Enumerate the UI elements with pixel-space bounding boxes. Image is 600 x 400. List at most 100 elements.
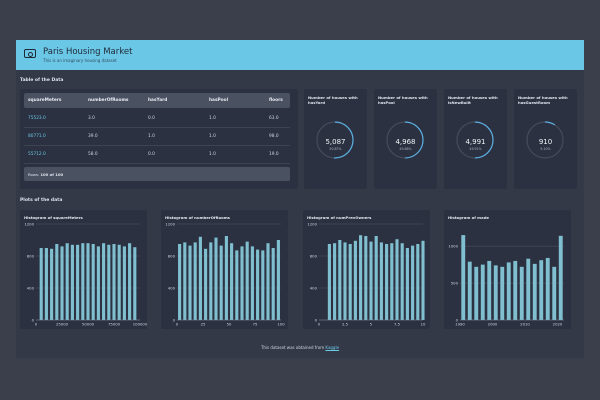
histogram-bar[interactable]: [552, 266, 557, 320]
histogram-bar[interactable]: [276, 240, 280, 320]
histogram-bar[interactable]: [96, 246, 100, 320]
x-tick-label: 75000: [108, 322, 121, 327]
histogram-bar[interactable]: [70, 244, 74, 320]
histogram-bar[interactable]: [405, 248, 409, 320]
y-tick-label: 0: [315, 317, 318, 322]
table-row[interactable]: 80771.0 39.0 1.0 1.0 98.0: [24, 128, 290, 146]
histogram-bar[interactable]: [513, 260, 518, 320]
histogram-bar[interactable]: [60, 246, 64, 320]
histogram-bar[interactable]: [480, 264, 485, 320]
histogram-bar[interactable]: [245, 241, 249, 320]
histogram-bar[interactable]: [467, 261, 472, 320]
histogram-bar[interactable]: [519, 266, 524, 320]
histogram-bar[interactable]: [214, 237, 218, 320]
histogram-bar[interactable]: [188, 245, 192, 320]
histogram-bar[interactable]: [55, 244, 59, 320]
table-cell[interactable]: 55712.0: [28, 152, 46, 157]
histogram-bar[interactable]: [271, 248, 275, 320]
histogram-bar[interactable]: [39, 248, 43, 320]
column-header[interactable]: squareMeters: [28, 98, 62, 103]
table-row[interactable]: 55712.0 58.0 0.0 1.0 19.0: [24, 146, 290, 164]
dashboard: Paris Housing Market This is an imaginar…: [16, 40, 584, 358]
histogram-bar[interactable]: [400, 243, 404, 320]
histogram-bar[interactable]: [44, 248, 48, 320]
histogram-bar[interactable]: [474, 266, 479, 320]
histogram-bar[interactable]: [86, 243, 90, 320]
metric-card-haspool: Number of houses with hasPool 4,968 49.6…: [374, 89, 437, 189]
histogram-bar[interactable]: [545, 257, 550, 320]
histogram-bar[interactable]: [359, 235, 363, 320]
kaggle-link[interactable]: Kaggle: [325, 345, 340, 350]
column-header[interactable]: floors: [269, 98, 283, 103]
table-cell: 19.0: [269, 152, 279, 157]
histogram-bar[interactable]: [122, 246, 126, 320]
histogram-bar[interactable]: [102, 243, 106, 320]
histogram-bar[interactable]: [261, 250, 265, 320]
x-tick-label: 2020: [553, 322, 563, 327]
histogram-bar[interactable]: [348, 244, 352, 320]
histogram-bar[interactable]: [193, 242, 197, 320]
histogram-bar[interactable]: [539, 260, 544, 320]
table-cell[interactable]: 80771.0: [28, 134, 46, 139]
histogram-bar[interactable]: [76, 244, 80, 320]
histogram-bar[interactable]: [461, 235, 466, 320]
histogram-bar[interactable]: [230, 243, 234, 320]
table-row[interactable]: 75523.0 3.0 0.0 1.0 63.0: [24, 110, 290, 128]
histogram-bar[interactable]: [91, 244, 95, 320]
histogram-bar[interactable]: [416, 244, 420, 320]
histogram-bar[interactable]: [250, 246, 254, 320]
histogram-bar[interactable]: [198, 236, 202, 320]
histogram-bar[interactable]: [112, 244, 116, 320]
x-tick-label: 25: [201, 322, 206, 327]
column-header[interactable]: hasPool: [209, 98, 229, 103]
histogram-bar[interactable]: [411, 245, 415, 320]
histogram-bar[interactable]: [117, 244, 121, 320]
column-header[interactable]: hasYard: [148, 98, 168, 103]
histogram-bar[interactable]: [395, 239, 399, 320]
histogram-bar[interactable]: [81, 243, 85, 320]
y-tick-label: 800: [27, 253, 35, 258]
histogram-bar[interactable]: [266, 243, 270, 320]
histogram-bar[interactable]: [224, 236, 228, 320]
histogram-bar[interactable]: [353, 240, 357, 320]
table-cell[interactable]: 75523.0: [28, 116, 46, 121]
progress-ring: [386, 121, 424, 159]
histogram-bar[interactable]: [369, 241, 373, 320]
histogram-bar[interactable]: [385, 244, 389, 320]
histogram-bar[interactable]: [178, 244, 182, 320]
histogram-bar[interactable]: [493, 265, 498, 320]
histogram-bar[interactable]: [219, 245, 223, 320]
x-tick-label: 7.5: [394, 322, 401, 327]
column-header[interactable]: numberOfRooms: [88, 98, 129, 103]
histogram-bar[interactable]: [421, 240, 425, 320]
histogram-bar[interactable]: [390, 243, 394, 320]
histogram-bar[interactable]: [379, 242, 383, 320]
histogram-bar[interactable]: [240, 246, 244, 320]
histogram-bar[interactable]: [364, 236, 368, 320]
histogram-bar[interactable]: [532, 263, 537, 320]
histogram-bar[interactable]: [209, 242, 213, 320]
progress-ring-arc: [526, 121, 564, 159]
table-pagination: Rows: 100 of 100: [24, 167, 290, 181]
histogram-bar[interactable]: [107, 244, 111, 320]
histogram-bar[interactable]: [204, 248, 208, 320]
histogram-bar[interactable]: [338, 240, 342, 320]
histogram-bar[interactable]: [256, 249, 260, 320]
histogram-bar[interactable]: [50, 248, 54, 320]
histogram-bar[interactable]: [65, 243, 69, 320]
histogram-bar[interactable]: [374, 236, 378, 320]
histogram-bar[interactable]: [487, 260, 492, 320]
histogram-bar[interactable]: [500, 266, 505, 320]
histogram-bar[interactable]: [506, 262, 511, 320]
histogram-bar[interactable]: [343, 242, 347, 320]
x-tick-label: 100: [277, 322, 285, 327]
histogram-bar[interactable]: [526, 258, 531, 320]
histogram-bar[interactable]: [133, 247, 137, 320]
histogram-bar[interactable]: [128, 243, 132, 320]
histogram-bar[interactable]: [183, 242, 187, 320]
histogram-bar[interactable]: [327, 244, 331, 320]
histogram-bar[interactable]: [235, 250, 239, 320]
histogram-bar[interactable]: [333, 243, 337, 320]
metric-card-hasyard: Number of houses with hasYard 5,087 50.8…: [304, 89, 367, 189]
histogram-bar[interactable]: [558, 235, 563, 320]
